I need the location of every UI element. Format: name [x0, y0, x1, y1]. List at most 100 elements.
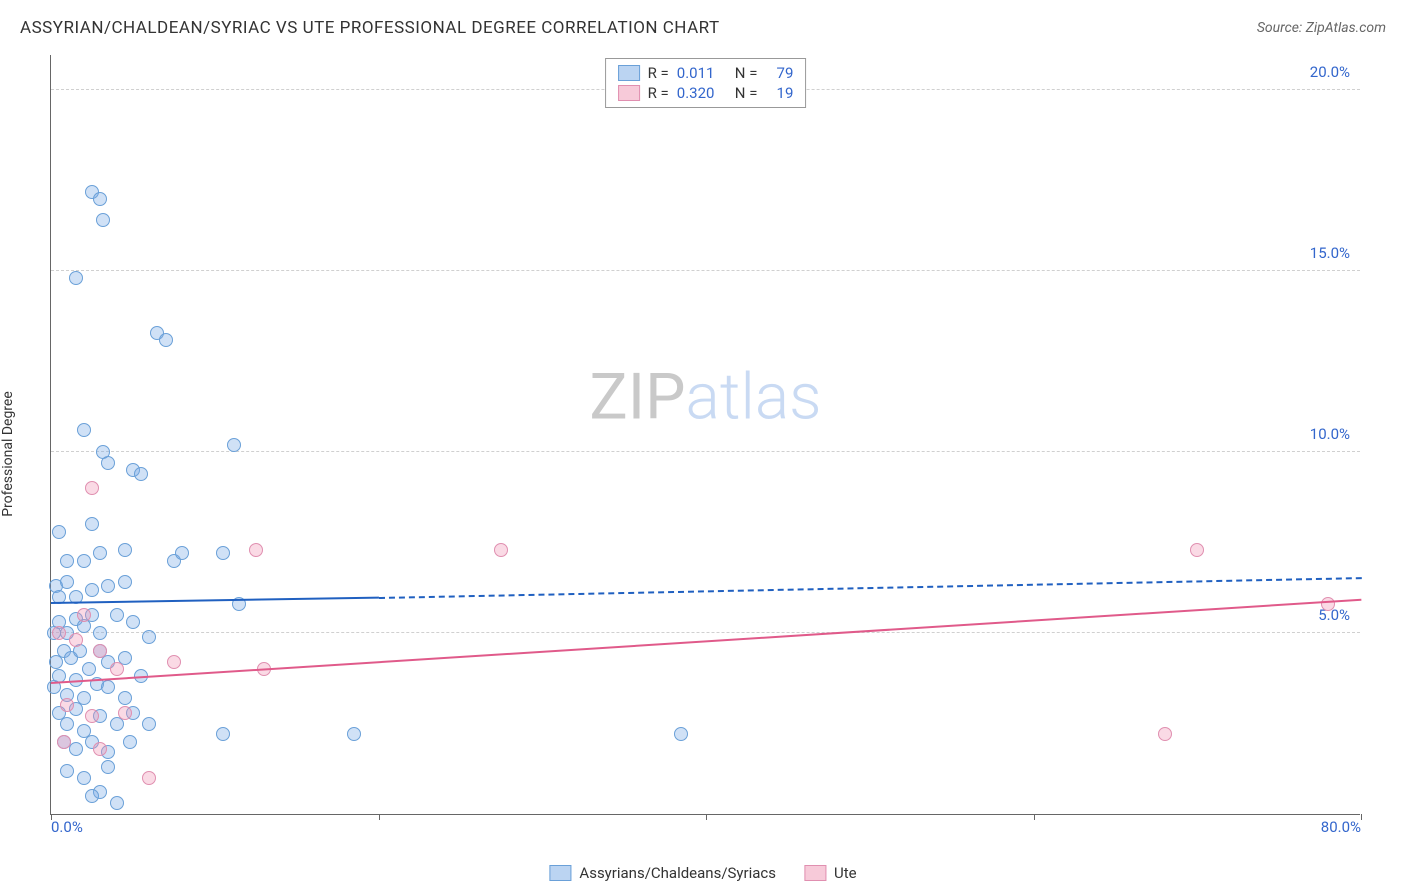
gridline [51, 632, 1360, 633]
gridline [51, 451, 1360, 452]
legend-swatch [804, 865, 826, 881]
legend-r-label: R = [648, 64, 669, 82]
scatter-point [134, 467, 148, 481]
x-tick-mark [1034, 814, 1035, 820]
scatter-point [118, 691, 132, 705]
scatter-point [118, 706, 132, 720]
legend-stats-row: R = 0.320 N = 19 [618, 83, 794, 103]
scatter-point [1158, 727, 1172, 741]
scatter-point [96, 213, 110, 227]
legend-swatch [549, 865, 571, 881]
scatter-point [93, 742, 107, 756]
scatter-point [494, 543, 508, 557]
legend-series-label: Ute [834, 864, 857, 882]
scatter-point [57, 735, 71, 749]
scatter-point [82, 662, 96, 676]
scatter-point [85, 481, 99, 495]
scatter-point [118, 543, 132, 557]
scatter-point [159, 333, 173, 347]
scatter-point [1321, 597, 1335, 611]
trend-line [378, 577, 1361, 599]
scatter-point [60, 764, 74, 778]
chart-header: ASSYRIAN/CHALDEAN/SYRIAC VS UTE PROFESSI… [20, 18, 1386, 38]
scatter-point [216, 546, 230, 560]
scatter-point [77, 771, 91, 785]
legend-n-value: 19 [765, 84, 793, 102]
scatter-point [85, 709, 99, 723]
watermark-zip: ZIP [589, 359, 685, 434]
scatter-point [142, 771, 156, 785]
scatter-point [126, 615, 140, 629]
scatter-point [60, 717, 74, 731]
scatter-point [77, 423, 91, 437]
scatter-point [101, 760, 115, 774]
legend-r-value: 0.011 [677, 64, 727, 82]
scatter-point [85, 789, 99, 803]
scatter-point [110, 662, 124, 676]
scatter-point [85, 517, 99, 531]
scatter-point [60, 698, 74, 712]
scatter-point [93, 192, 107, 206]
scatter-point [101, 680, 115, 694]
chart-source: Source: ZipAtlas.com [1257, 20, 1386, 36]
scatter-point [110, 796, 124, 810]
legend-n-value: 79 [765, 64, 793, 82]
scatter-point [69, 633, 83, 647]
y-axis-label: Professional Degree [0, 391, 16, 517]
trend-line [51, 597, 379, 604]
scatter-point [93, 644, 107, 658]
legend-stats-row: R = 0.011 N = 79 [618, 63, 794, 83]
legend-series-item: Ute [804, 864, 857, 882]
watermark-atlas: atlas [686, 359, 822, 434]
scatter-point [60, 554, 74, 568]
x-tick-mark [51, 814, 52, 820]
scatter-point [227, 438, 241, 452]
legend-r-value: 0.320 [677, 84, 727, 102]
x-tick-mark [379, 814, 380, 820]
scatter-point [101, 456, 115, 470]
watermark: ZIPatlas [589, 359, 821, 434]
legend-series-label: Assyrians/Chaldeans/Syriacs [579, 864, 776, 882]
legend-series: Assyrians/Chaldeans/Syriacs Ute [549, 864, 856, 882]
chart-plot-area: ZIPatlas R =0.011N =79R =0.320N =19 5.0%… [50, 55, 1360, 815]
scatter-point [52, 525, 66, 539]
trend-line [51, 598, 1361, 683]
scatter-point [249, 543, 263, 557]
scatter-point [77, 608, 91, 622]
legend-stats: R = 0.011 N = 79 R = 0.320 N = 19 [605, 58, 807, 108]
scatter-point [142, 630, 156, 644]
scatter-point [93, 546, 107, 560]
scatter-point [142, 717, 156, 731]
legend-r-label: R = [648, 84, 669, 102]
scatter-point [118, 575, 132, 589]
scatter-point [69, 271, 83, 285]
x-tick-label: 80.0% [1321, 818, 1361, 836]
scatter-point [77, 554, 91, 568]
legend-series-item: Assyrians/Chaldeans/Syriacs [549, 864, 776, 882]
scatter-point [110, 608, 124, 622]
scatter-point [674, 727, 688, 741]
legend-n-label: N = [735, 84, 758, 102]
scatter-point [101, 579, 115, 593]
scatter-point [85, 583, 99, 597]
x-tick-label: 0.0% [51, 818, 83, 836]
scatter-point [60, 575, 74, 589]
y-tick-label: 20.0% [1310, 63, 1350, 81]
legend-swatch [618, 65, 640, 81]
scatter-point [123, 735, 137, 749]
scatter-point [175, 546, 189, 560]
x-tick-mark [1361, 814, 1362, 820]
legend-n-label: N = [735, 64, 758, 82]
scatter-point [216, 727, 230, 741]
y-tick-label: 10.0% [1310, 425, 1350, 443]
scatter-point [52, 626, 66, 640]
chart-title: ASSYRIAN/CHALDEAN/SYRIAC VS UTE PROFESSI… [20, 18, 720, 38]
scatter-point [167, 655, 181, 669]
scatter-point [1190, 543, 1204, 557]
scatter-point [93, 626, 107, 640]
scatter-point [347, 727, 361, 741]
legend-swatch [618, 85, 640, 101]
gridline [51, 270, 1360, 271]
x-tick-mark [706, 814, 707, 820]
y-tick-label: 15.0% [1310, 244, 1350, 262]
